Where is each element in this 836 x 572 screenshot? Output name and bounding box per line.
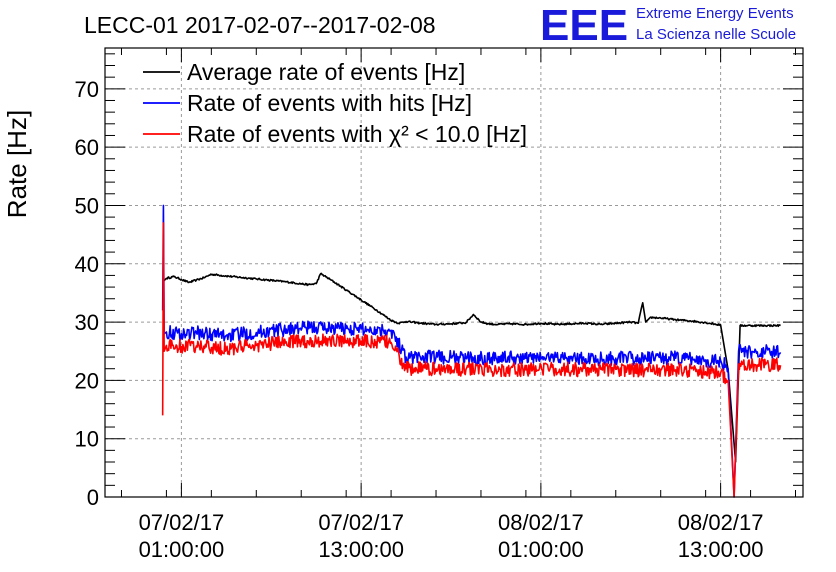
x-tick-label-date: 07/02/17	[318, 510, 404, 535]
series-line-0	[162, 272, 781, 463]
y-tick-label: 70	[75, 77, 99, 102]
series-lines	[161, 204, 782, 498]
chart-title: LECC-01 2017-02-07--2017-02-08	[84, 12, 436, 38]
brand-line-1: Extreme Energy Events	[636, 5, 794, 22]
x-tick-label-time: 13:00:00	[318, 537, 404, 562]
y-tick-label: 10	[75, 427, 99, 452]
legend-label-0: Average rate of events [Hz]	[187, 59, 465, 85]
series-line-1	[161, 204, 782, 498]
legend-label-2: Rate of events with χ² < 10.0 [Hz]	[187, 121, 527, 147]
x-tick-label-time: 01:00:00	[498, 537, 584, 562]
y-tick-label: 50	[75, 193, 99, 218]
y-tick-label: 20	[75, 368, 99, 393]
eee-logo: EEE Extreme Energy Events La Scienza nel…	[540, 1, 796, 50]
x-tick-label-time: 13:00:00	[678, 537, 764, 562]
x-tick-label-date: 08/02/17	[678, 510, 764, 535]
x-tick-label-date: 07/02/17	[139, 510, 225, 535]
series-line-2	[161, 222, 782, 498]
axes: 01020304050607007/02/1701:00:0007/02/171…	[75, 48, 803, 562]
plot-frame	[104, 47, 804, 498]
x-tick-label-time: 01:00:00	[139, 537, 225, 562]
grid	[105, 48, 803, 497]
y-tick-label: 30	[75, 310, 99, 335]
y-tick-label: 40	[75, 252, 99, 277]
y-tick-label: 60	[75, 135, 99, 160]
y-tick-label: 0	[87, 485, 99, 510]
logo-text: EEE	[540, 1, 628, 50]
y-axis-label: Rate [Hz]	[2, 110, 32, 218]
x-tick-label-date: 08/02/17	[498, 510, 584, 535]
legend-label-1: Rate of events with hits [Hz]	[187, 90, 472, 116]
brand-line-2: La Scienza nelle Scuole	[636, 26, 796, 43]
legend: Average rate of events [Hz] Rate of event…	[143, 59, 527, 147]
